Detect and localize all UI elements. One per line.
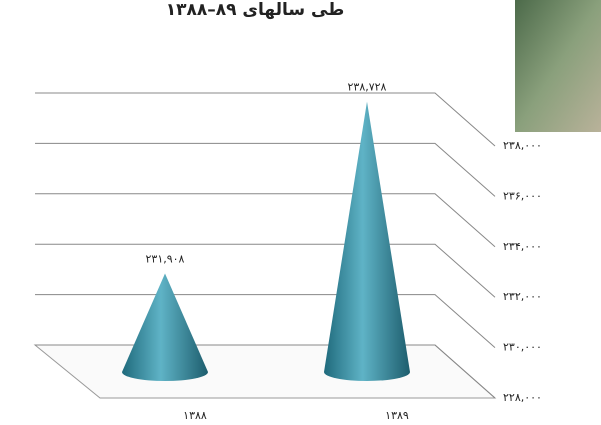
x-tick-label: ۱۳۸۹ [385,409,409,422]
x-tick-label: ۱۳۸۸ [183,409,207,422]
photo [515,0,601,132]
value-label: ۲۳۱,۹۰۸ [146,253,185,266]
chart-title: طی سالهای ۸۹–۱۳۸۸ [166,0,345,20]
y-tick-label: ۲۳۸,۰۰۰ [503,139,542,152]
grid-line [35,193,496,248]
grid-line [35,294,496,348]
y-tick-label: ۲۳۲,۰۰۰ [503,290,542,303]
grid-line [35,243,496,298]
grid-line [35,142,496,197]
cone [122,273,208,381]
value-label: ۲۳۸,۷۲۸ [348,81,387,94]
y-tick-label: ۲۳۶,۰۰۰ [503,189,542,202]
y-tick-label: ۲۳۰,۰۰۰ [503,341,542,354]
grid-line [35,92,496,147]
y-tick-label: ۲۳۴,۰۰۰ [503,240,542,253]
floor [33,344,497,399]
cone [324,101,410,381]
y-tick-label: ۲۲۸,۰۰۰ [503,391,542,404]
